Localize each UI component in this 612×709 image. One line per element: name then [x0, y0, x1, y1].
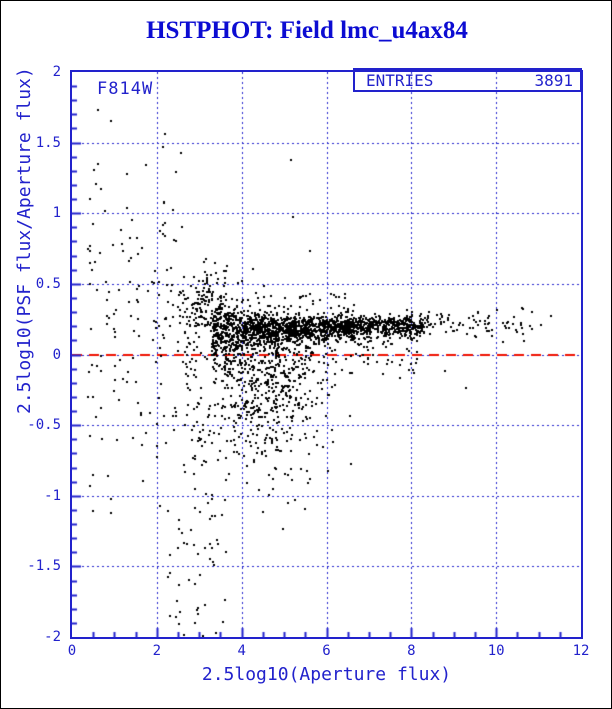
x-tick-label: 2 [152, 643, 162, 659]
x-tick-label: 0 [67, 643, 77, 659]
y-tick-label: 1.5 [35, 134, 61, 151]
y-tick-label: 2 [52, 64, 61, 80]
x-tick-label: 10 [487, 643, 505, 659]
y-tick-label: 1 [52, 205, 61, 222]
x-axis-label: 2.5log10(Aperture flux) [201, 664, 452, 685]
y-tick-label: -2 [44, 629, 61, 645]
page-title: HSTPHOT: Field lmc_u4ax84 [146, 17, 468, 44]
y-axis-label: 2.5log10(PSF flux/Aperture flux) [14, 67, 35, 414]
x-tick-label: 6 [322, 643, 331, 659]
y-tick-label: -1 [44, 487, 61, 504]
x-tick-label: 12 [572, 643, 590, 659]
scatter-canvas [72, 72, 581, 637]
y-tick-label: 0 [52, 346, 61, 363]
plot-frame [70, 70, 583, 639]
x-tick-label: 8 [407, 643, 416, 659]
y-tick-label: -1.5 [27, 558, 61, 575]
x-tick-label: 4 [237, 643, 246, 659]
y-tick-label: 0.5 [35, 275, 61, 292]
y-tick-label: -0.5 [27, 417, 61, 434]
